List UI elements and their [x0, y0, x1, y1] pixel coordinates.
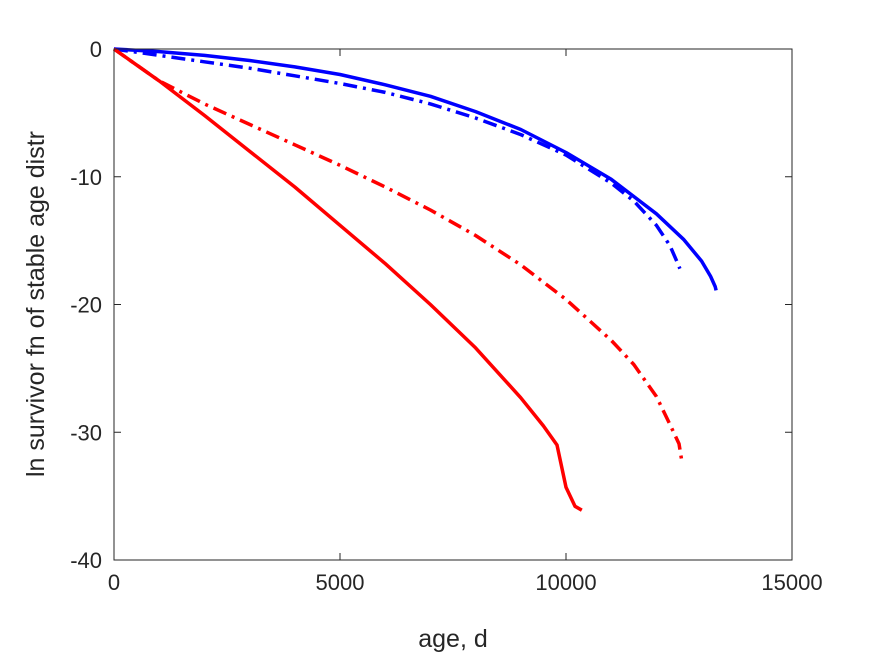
- series-line-1: [113, 47, 718, 291]
- y-axis-label: ln survivor fn of stable age distr: [22, 131, 50, 477]
- series-line-2: [113, 47, 682, 270]
- x-tick-label: 0: [108, 570, 120, 595]
- y-tick-label: -10: [70, 165, 102, 190]
- series-line-3: [112, 47, 583, 512]
- x-tick-label: 15000: [761, 570, 822, 595]
- y-tick-label: -20: [70, 293, 102, 318]
- plot-series: [112, 47, 718, 512]
- y-tick-label: -40: [70, 548, 102, 573]
- y-tick-label: 0: [90, 37, 102, 62]
- x-tick-label: 10000: [535, 570, 596, 595]
- series-line-4: [112, 47, 684, 461]
- x-axis-ticks: 0 5000 10000 15000: [108, 49, 823, 595]
- y-tick-label: -30: [70, 420, 102, 445]
- x-tick-label: 5000: [316, 570, 365, 595]
- y-axis-ticks: -40 -30 -20 -10 0: [70, 37, 792, 573]
- x-axis-label: age, d: [418, 625, 488, 653]
